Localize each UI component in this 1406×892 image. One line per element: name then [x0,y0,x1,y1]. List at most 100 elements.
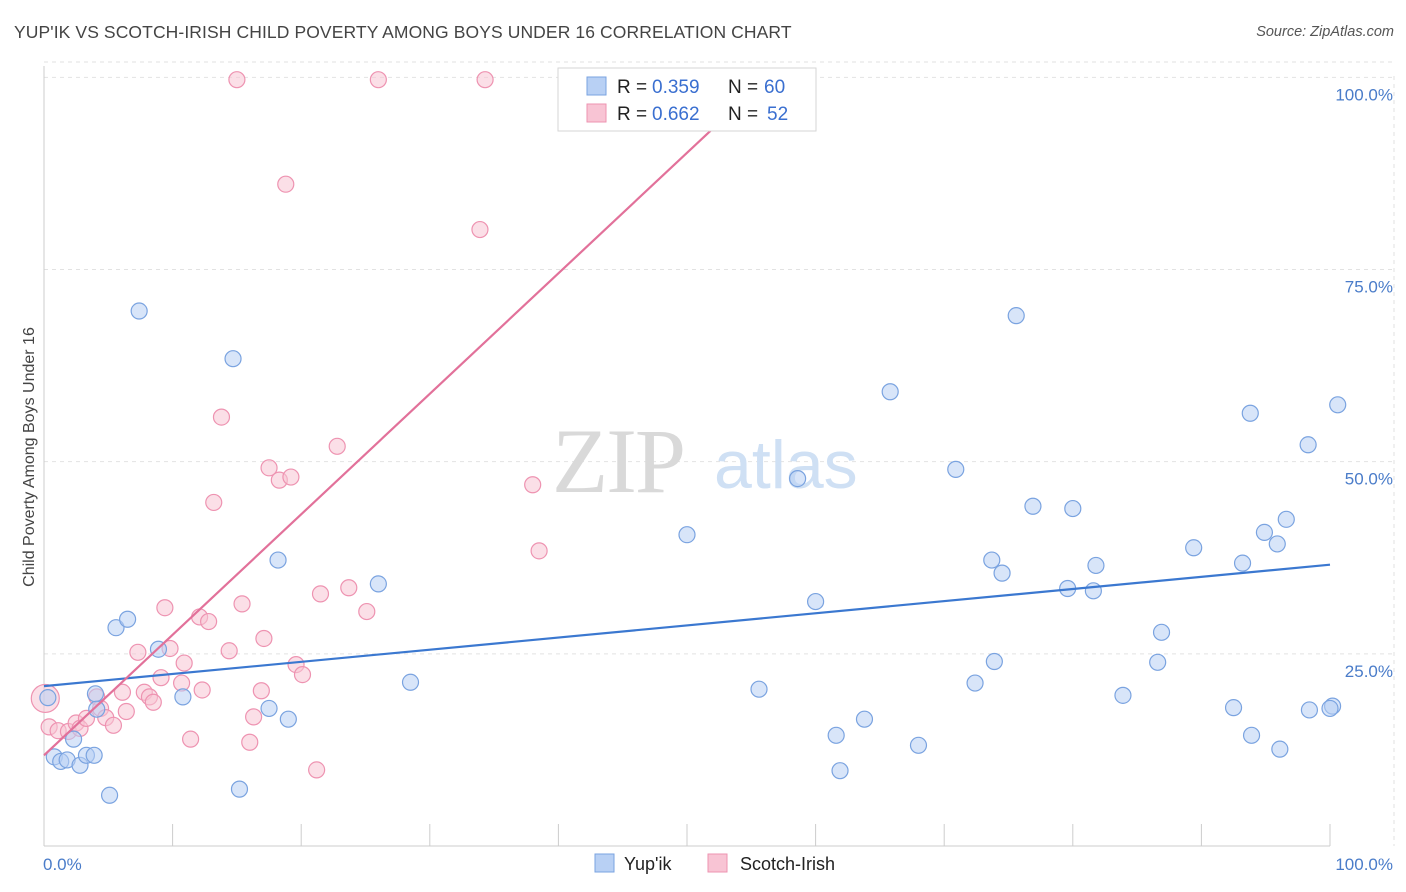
yupik-point [993,564,1011,582]
watermark: ZIP atlas [552,410,858,512]
y-tick-label-3: 100.0% [1335,85,1393,104]
scotch-irish-point [308,761,326,779]
x-tick-label-1: 100.0% [1335,855,1393,874]
scotch-irish-point [255,629,273,648]
scotch-irish-point [358,602,376,621]
scotch-irish-point [144,693,162,711]
yupik-point [1024,497,1042,515]
source-credit: Source: ZipAtlas.com [1256,24,1394,40]
legend-r-label-yupik: R = [617,77,647,98]
scotch-irish-point [241,733,259,751]
yupik-point [1271,740,1289,758]
scotch-irish-point [260,459,278,477]
scotch-irish-point [156,599,174,617]
yupik-point [1268,535,1286,553]
yupik-point [369,575,387,593]
yupik-point [985,652,1003,671]
yupik-point [100,786,119,804]
yupik-point [1007,307,1025,325]
yupik-point [806,592,825,611]
axes [43,66,1331,847]
yupik-point [130,302,148,320]
watermark-zip: ZIP [552,410,684,512]
yupik-points [39,302,1347,804]
legend-r-value-yupik: 0.359 [652,77,700,98]
scotch-irish-point [117,702,135,721]
yupik-point [881,383,899,401]
yupik-point [831,762,849,780]
legend-swatch-scotch-irish [586,103,607,123]
scotch-irish-point [104,716,123,734]
legend-r-label-scotch-irish: R = [617,104,647,125]
yupik-point [118,610,137,628]
yupik-point [1084,582,1102,600]
legend-n-value-yupik: 60 [764,77,785,98]
yupik-point [1329,396,1347,414]
chart-title: YUP'IK VS SCOTCH-IRISH CHILD POVERTY AMO… [14,22,792,42]
yupik-point [1299,436,1317,454]
scotch-irish-point [340,579,358,597]
yupik-point [1233,554,1252,572]
y-axis-title: Child Poverty Among Boys Under 16 [21,327,38,587]
yupik-point [788,469,807,488]
scotch-irish-point [277,175,295,193]
yupik-point [174,688,192,706]
legend-r-value-scotch-irish: 0.662 [652,104,700,125]
yupik-point [1241,404,1259,422]
yupik-point [947,460,965,478]
bottom-legend-label-scotch-irish: Scotch-Irish [740,854,835,874]
yupik-point [1277,510,1295,528]
yupik-point [855,710,874,728]
trendline-scotch-irish [43,68,777,757]
trendlines [43,68,1331,757]
y-tick-label-0: 25.0% [1345,662,1393,681]
legend-swatch-yupik [586,76,607,96]
scotch-irish-point [252,682,270,700]
bottom-legend-swatch-scotch-irish [707,853,728,873]
scotch-irish-point [220,642,238,660]
scotch-irish-point [193,681,211,699]
yupik-point [85,746,103,764]
scotch-irish-point [182,730,200,748]
scotch-irish-point [175,654,193,672]
yupik-point [401,673,420,691]
yupik-point [1242,726,1261,744]
x-tick-label-0: 0.0% [43,855,82,874]
scotch-irish-point [205,493,223,512]
x-tick-labels: 0.0% 100.0% [43,855,1393,874]
scotch-irish-point [524,476,542,494]
bottom-legend-swatch-yupik [594,853,615,873]
yupik-point [966,674,984,692]
yupik-point [1149,653,1167,671]
legend: R = 0.359 N = 60 R = 0.662 N = 52 [557,67,817,132]
scotch-irish-point [311,585,330,603]
yupik-point [983,551,1001,569]
trendline-yupik [43,563,1331,688]
scotch-irish-point [476,71,494,89]
yupik-point [1064,499,1082,518]
yupik-point [279,710,297,728]
scotch-irish-point [369,71,387,89]
y-tick-labels: 25.0% 50.0% 75.0% 100.0% [1335,85,1393,680]
yupik-point [1224,699,1243,717]
legend-n-label-scotch-irish: N = [728,104,758,125]
yupik-point [107,619,125,637]
legend-n-label-yupik: N = [728,77,758,98]
yupik-point [678,526,696,544]
y-tick-label-1: 50.0% [1345,470,1393,489]
yupik-point [224,350,242,368]
yupik-point [64,730,83,748]
yupik-point [230,780,249,798]
bottom-legend-label-yupik: Yup'ik [624,854,672,874]
yupik-point [269,551,287,569]
scotch-irish-point [212,408,231,426]
legend-n-value-scotch-irish: 52 [767,104,788,125]
yupik-point [39,689,57,707]
watermark-atlas: atlas [714,427,858,503]
yupik-point [1300,701,1319,719]
bottom-legend: Yup'ik Scotch-Irish [594,853,835,874]
y-tick-label-2: 75.0% [1345,278,1393,297]
scotch-irish-point [228,71,246,89]
yupik-point [750,680,768,698]
